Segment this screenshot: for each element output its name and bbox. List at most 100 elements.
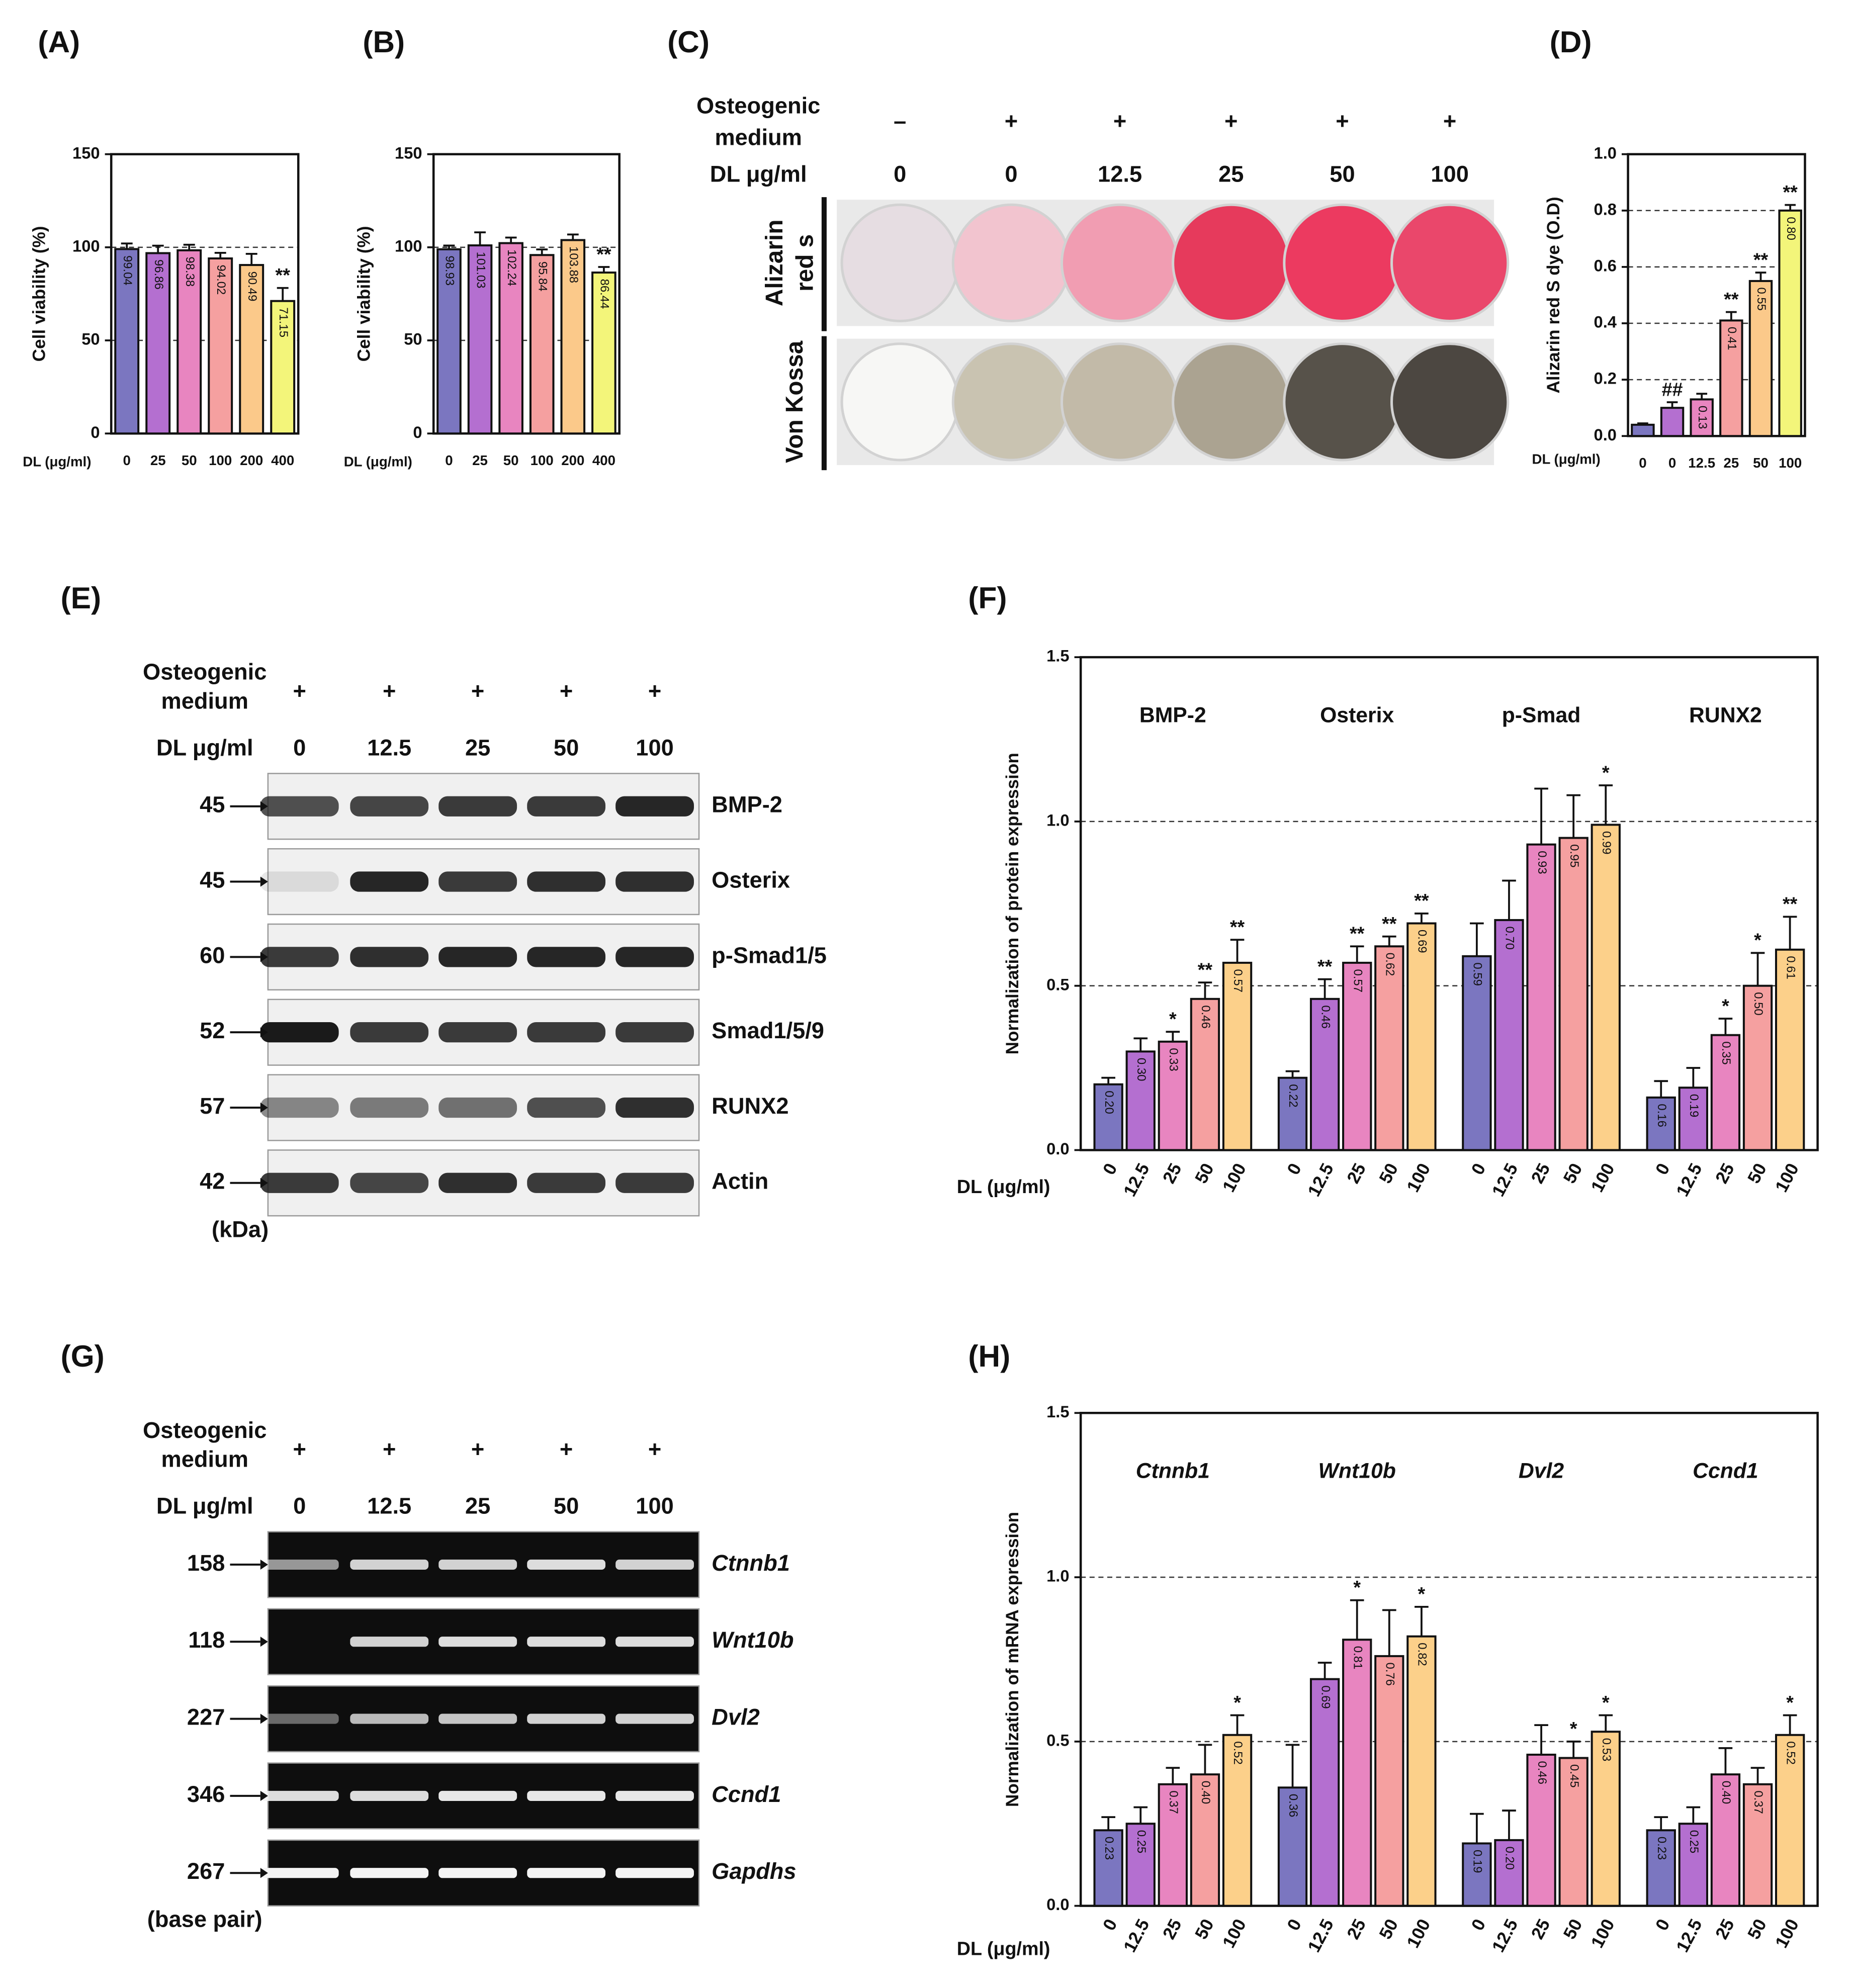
band — [350, 796, 429, 817]
bar — [1277, 1786, 1308, 1907]
bar — [239, 264, 264, 435]
value-label: 0.19 — [1471, 1850, 1484, 1873]
x-tick-label: 0 — [1283, 1916, 1305, 1934]
dose-label: 100 — [1431, 161, 1468, 187]
y-tick-label: 0.0 — [1046, 1895, 1069, 1914]
x-tick-label: 25 — [1528, 1160, 1554, 1187]
treatment-symbol: + — [1005, 108, 1018, 134]
bar — [1374, 1655, 1404, 1907]
significance-mark: * — [1754, 930, 1761, 951]
dose-label: 100 — [636, 1493, 673, 1519]
band — [438, 871, 517, 892]
value-label: 0.55 — [1754, 287, 1768, 310]
dose-label: 25 — [465, 735, 490, 761]
group-label: Ccnd1 — [1693, 1459, 1758, 1483]
plot-frame — [1079, 1412, 1819, 1907]
treatment-symbol: – — [894, 108, 906, 134]
band-name: Ctnnb1 — [712, 1550, 790, 1576]
value-label: 94.02 — [214, 265, 228, 295]
band — [260, 871, 339, 892]
x-tick-label: 100 — [1587, 1160, 1619, 1195]
x-tick-label: 12.5 — [1120, 1916, 1154, 1956]
value-label: 0.69 — [1318, 1685, 1332, 1708]
y-tick-label: 0.6 — [1594, 256, 1617, 275]
significance-mark: ** — [1382, 913, 1397, 934]
band — [350, 1868, 429, 1878]
x-tick-label: 25 — [1712, 1160, 1738, 1187]
x-tick-label: 25 — [1343, 1916, 1370, 1943]
panel-label: (B) — [363, 25, 405, 59]
y-axis-label: Normalization of protein expression — [1003, 753, 1022, 1054]
y-tick-label: 1.0 — [1046, 811, 1069, 830]
x-tick-label: 50 — [1191, 1160, 1218, 1187]
y-tick-label: 0.0 — [1046, 1139, 1069, 1158]
y-tick-label: 0 — [91, 423, 100, 441]
x-tick-label: 100 — [1219, 1916, 1250, 1951]
significance-mark: ** — [1783, 893, 1798, 915]
dose-label: 50 — [554, 1493, 579, 1519]
treatment-symbol: + — [648, 1436, 661, 1462]
y-tick-label: 1.5 — [1046, 647, 1069, 665]
x-tick-label: 0 — [1099, 1160, 1121, 1178]
panel-label: (D) — [1550, 25, 1592, 59]
bar — [1222, 1734, 1253, 1907]
value-label: 0.37 — [1751, 1790, 1765, 1814]
row-header: medium — [161, 688, 248, 714]
value-label: 0.37 — [1167, 1790, 1180, 1814]
row-header: medium — [715, 124, 802, 150]
treatment-symbol: + — [1113, 108, 1126, 134]
x-tick-label: 25 — [1712, 1916, 1738, 1943]
band-name: RUNX2 — [712, 1093, 788, 1119]
band — [438, 1868, 517, 1878]
y-tick-label: 0 — [413, 423, 422, 441]
bar — [1342, 961, 1372, 1151]
size-label: 227 — [187, 1704, 225, 1730]
bar — [270, 300, 296, 435]
significance-mark: * — [1418, 1583, 1426, 1604]
dose-label: 0 — [293, 735, 306, 761]
dose-label: 50 — [554, 735, 579, 761]
well — [840, 342, 959, 462]
plot-frame — [432, 153, 621, 435]
y-axis-label: Alizarin red S dye (O.D) — [1544, 197, 1563, 393]
band — [438, 1022, 517, 1043]
well — [1060, 342, 1180, 462]
plot-frame — [1079, 656, 1819, 1151]
treatment-symbol: + — [1224, 108, 1238, 134]
x-tick-label: 25 — [1723, 455, 1739, 471]
band — [350, 1172, 429, 1193]
band-name: Ccnd1 — [712, 1781, 781, 1807]
x-axis-label: DL (μg/ml) — [957, 1176, 1050, 1197]
bar — [1125, 1050, 1156, 1151]
x-tick-label: 200 — [561, 453, 584, 468]
band — [527, 1022, 606, 1043]
significance-mark: * — [1353, 1577, 1361, 1598]
well — [1172, 342, 1291, 462]
y-tick-label: 150 — [72, 143, 100, 162]
value-label: 96.86 — [152, 259, 165, 290]
band — [260, 947, 339, 967]
value-label: 0.41 — [1725, 327, 1739, 350]
value-label: 99.04 — [121, 255, 134, 286]
row-header: Osteogenic — [696, 93, 820, 119]
y-axis-label: Cell viability (%) — [355, 226, 374, 362]
significance-mark: * — [1722, 995, 1729, 1016]
x-tick-label: 0 — [1099, 1916, 1121, 1934]
band-name: p-Smad1/5 — [712, 942, 827, 968]
band — [260, 1713, 339, 1724]
x-tick-label: 12.5 — [1488, 1916, 1522, 1956]
value-label: 0.53 — [1600, 1738, 1613, 1761]
x-tick-label: 0 — [1652, 1916, 1674, 1934]
row-label: Von Kossa — [781, 340, 808, 463]
value-label: 0.20 — [1102, 1091, 1116, 1114]
band — [527, 1172, 606, 1193]
significance-mark: * — [1786, 1692, 1794, 1713]
panel-label: (E) — [61, 581, 101, 615]
value-label: 0.19 — [1687, 1094, 1701, 1117]
x-tick-label: 25 — [472, 453, 488, 468]
bar — [1775, 1734, 1805, 1907]
size-label: 118 — [188, 1627, 225, 1653]
band — [615, 1713, 694, 1724]
bar — [1558, 1757, 1589, 1907]
